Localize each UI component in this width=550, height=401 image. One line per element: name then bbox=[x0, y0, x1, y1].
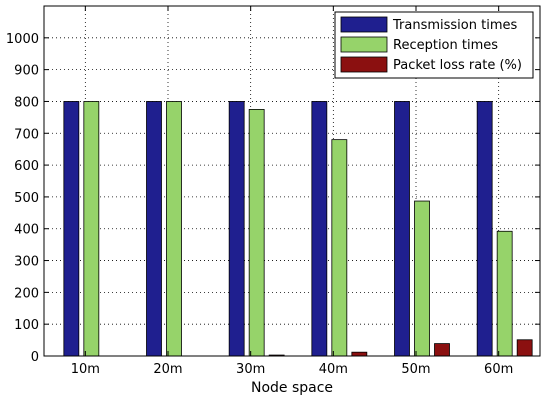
y-tick-label: 100 bbox=[14, 318, 39, 333]
bar-transmission-30m bbox=[228, 101, 245, 357]
bar-transmission-50m bbox=[394, 101, 410, 357]
x-tick-label: 20m bbox=[153, 362, 182, 377]
y-tick-label: 700 bbox=[14, 127, 39, 142]
bar-loss-50m bbox=[434, 343, 450, 357]
y-tick-label: 600 bbox=[14, 159, 39, 174]
legend-swatch bbox=[340, 36, 388, 53]
legend-label: Transmission times bbox=[392, 18, 517, 33]
y-tick-label: 0 bbox=[31, 350, 39, 365]
y-tick-label: 800 bbox=[14, 95, 39, 110]
legend: Transmission times Reception times Packet … bbox=[334, 11, 534, 79]
bars bbox=[63, 101, 533, 357]
legend-swatch bbox=[340, 16, 388, 33]
bar-reception-60m bbox=[496, 230, 513, 357]
bar-transmission-10m bbox=[63, 101, 80, 357]
y-tick-label: 1000 bbox=[6, 32, 39, 47]
legend-label: Packet loss rate (%) bbox=[393, 58, 522, 73]
y-tick-label: 300 bbox=[14, 255, 39, 270]
y-tick-label: 200 bbox=[14, 286, 39, 301]
bar-loss-60m bbox=[516, 339, 533, 357]
x-tick-label: 10m bbox=[71, 362, 100, 377]
y-tick-label: 500 bbox=[14, 191, 39, 206]
y-tick-label: 400 bbox=[14, 223, 39, 238]
bar-transmission-40m bbox=[311, 101, 328, 357]
x-tick-label: 30m bbox=[236, 362, 265, 377]
bar-transmission-20m bbox=[146, 101, 162, 357]
bar-transmission-60m bbox=[476, 101, 493, 357]
plot-frame bbox=[43, 5, 541, 357]
bar-reception-20m bbox=[166, 101, 182, 357]
bar-reception-30m bbox=[248, 109, 265, 357]
x-tick-label: 40m bbox=[319, 362, 348, 377]
bar-reception-50m bbox=[414, 200, 430, 357]
y-tick-label: 900 bbox=[14, 64, 39, 79]
bar-reception-10m bbox=[83, 101, 100, 357]
bar-loss-40m bbox=[351, 351, 368, 357]
x-tick-label: 50m bbox=[401, 362, 430, 377]
legend-swatch bbox=[340, 56, 388, 73]
grid-lines bbox=[44, 6, 540, 356]
bar-reception-40m bbox=[331, 139, 348, 357]
tick-labels: 0 100 200 300 400 500 600 700 800 900 1000 10m 20m 30… bbox=[6, 6, 540, 377]
x-axis-label: Node space bbox=[251, 380, 333, 396]
x-tick-label: 60m bbox=[484, 362, 513, 377]
legend-label: Reception times bbox=[393, 38, 498, 53]
